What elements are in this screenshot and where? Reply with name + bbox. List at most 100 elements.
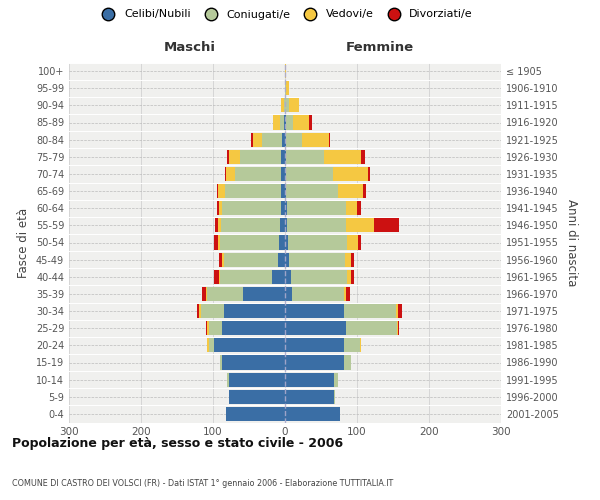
- Bar: [219, 252, 223, 266]
- Bar: [243, 287, 285, 301]
- Bar: [398, 304, 401, 318]
- Bar: [334, 372, 338, 386]
- Bar: [284, 98, 285, 112]
- Bar: [357, 201, 361, 215]
- Bar: [226, 407, 285, 421]
- Bar: [207, 287, 243, 301]
- Bar: [285, 64, 286, 78]
- Bar: [220, 356, 221, 370]
- Bar: [281, 150, 285, 164]
- Bar: [285, 270, 291, 284]
- Bar: [286, 132, 302, 146]
- Legend: Celibi/Nubili, Coniugati/e, Vedovi/e, Divorziati/e: Celibi/Nubili, Coniugati/e, Vedovi/e, Di…: [93, 5, 477, 24]
- Text: Maschi: Maschi: [164, 40, 216, 54]
- Bar: [221, 218, 280, 232]
- Bar: [285, 338, 344, 352]
- Bar: [282, 132, 285, 146]
- Bar: [279, 236, 285, 250]
- Bar: [239, 150, 281, 164]
- Bar: [361, 150, 365, 164]
- Bar: [218, 184, 225, 198]
- Bar: [368, 167, 370, 181]
- Bar: [286, 184, 338, 198]
- Bar: [281, 184, 285, 198]
- Bar: [346, 321, 397, 335]
- Bar: [286, 116, 293, 130]
- Bar: [220, 236, 279, 250]
- Bar: [344, 287, 346, 301]
- Bar: [285, 321, 346, 335]
- Bar: [289, 252, 345, 266]
- Bar: [350, 270, 354, 284]
- Bar: [360, 338, 361, 352]
- Bar: [217, 184, 218, 198]
- Bar: [281, 201, 285, 215]
- Bar: [224, 252, 278, 266]
- Bar: [285, 150, 286, 164]
- Bar: [197, 304, 199, 318]
- Bar: [280, 218, 285, 232]
- Bar: [220, 270, 272, 284]
- Bar: [397, 321, 398, 335]
- Bar: [291, 270, 347, 284]
- Bar: [215, 218, 218, 232]
- Bar: [226, 167, 235, 181]
- Bar: [221, 356, 285, 370]
- Bar: [285, 236, 288, 250]
- Bar: [206, 321, 207, 335]
- Bar: [214, 338, 285, 352]
- Bar: [280, 116, 284, 130]
- Bar: [229, 372, 285, 386]
- Bar: [218, 236, 220, 250]
- Bar: [221, 321, 285, 335]
- Bar: [235, 167, 281, 181]
- Bar: [289, 98, 299, 112]
- Bar: [229, 390, 285, 404]
- Bar: [199, 304, 201, 318]
- Bar: [219, 201, 223, 215]
- Bar: [285, 407, 340, 421]
- Bar: [344, 304, 396, 318]
- Bar: [278, 252, 285, 266]
- Text: Popolazione per età, sesso e stato civile - 2006: Popolazione per età, sesso e stato civil…: [12, 437, 343, 450]
- Bar: [219, 270, 220, 284]
- Y-axis label: Anni di nascita: Anni di nascita: [565, 199, 578, 286]
- Bar: [286, 150, 324, 164]
- Bar: [285, 98, 289, 112]
- Bar: [262, 132, 282, 146]
- Bar: [207, 321, 209, 335]
- Bar: [285, 252, 289, 266]
- Bar: [292, 287, 344, 301]
- Bar: [214, 270, 219, 284]
- Bar: [225, 184, 281, 198]
- Bar: [347, 236, 358, 250]
- Bar: [285, 390, 334, 404]
- Bar: [344, 356, 351, 370]
- Bar: [201, 304, 224, 318]
- Bar: [209, 321, 221, 335]
- Bar: [346, 201, 357, 215]
- Bar: [286, 81, 289, 95]
- Bar: [285, 167, 286, 181]
- Bar: [253, 132, 262, 146]
- Bar: [309, 116, 313, 130]
- Bar: [285, 184, 286, 198]
- Bar: [285, 116, 286, 130]
- Bar: [224, 167, 226, 181]
- Bar: [207, 338, 209, 352]
- Bar: [217, 201, 219, 215]
- Bar: [251, 132, 253, 146]
- Bar: [345, 252, 350, 266]
- Bar: [364, 184, 365, 198]
- Text: COMUNE DI CASTRO DEI VOLSCI (FR) - Dati ISTAT 1° gennaio 2006 - Elaborazione TUT: COMUNE DI CASTRO DEI VOLSCI (FR) - Dati …: [12, 478, 393, 488]
- Bar: [272, 270, 285, 284]
- Bar: [218, 218, 221, 232]
- Bar: [287, 201, 346, 215]
- Text: Femmine: Femmine: [346, 40, 414, 54]
- Bar: [346, 218, 374, 232]
- Bar: [374, 218, 399, 232]
- Y-axis label: Fasce di età: Fasce di età: [17, 208, 30, 278]
- Bar: [281, 98, 284, 112]
- Bar: [350, 252, 354, 266]
- Bar: [338, 184, 364, 198]
